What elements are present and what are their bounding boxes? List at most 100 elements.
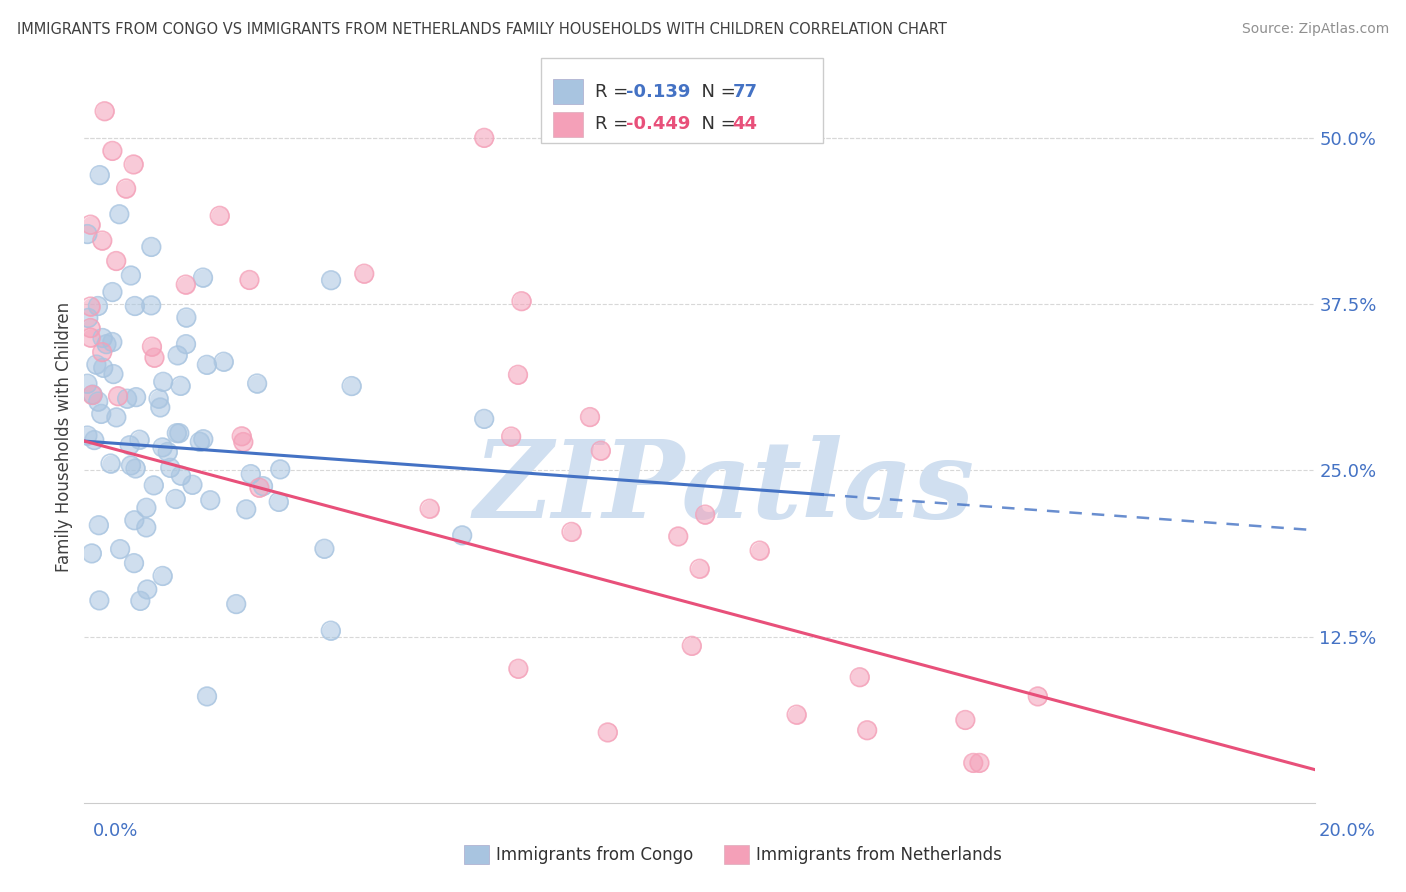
Point: [87, 394, 110, 409]
Point: [135, 500, 157, 515]
Point: [105, 410, 128, 425]
Point: [135, 520, 157, 534]
Point: [93, 104, 115, 119]
Point: [87, 394, 110, 409]
Point: [107, 389, 129, 403]
Point: [506, 368, 529, 382]
Point: [314, 541, 336, 556]
Point: [89, 593, 111, 607]
Point: [125, 390, 148, 404]
Point: [115, 181, 138, 195]
Point: [76, 227, 98, 241]
Point: [472, 412, 495, 426]
Point: [122, 556, 145, 570]
Point: [142, 478, 165, 492]
Text: N =: N =: [690, 115, 742, 133]
Point: [152, 375, 174, 389]
Point: [87, 299, 110, 313]
Point: [143, 351, 166, 365]
Point: [76, 227, 98, 241]
Point: [472, 131, 495, 145]
Point: [96, 337, 118, 351]
Text: R =: R =: [595, 83, 634, 101]
Point: [135, 520, 157, 534]
Point: [319, 273, 342, 287]
Point: [786, 707, 808, 722]
Point: [128, 433, 150, 447]
Point: [208, 209, 231, 223]
Point: [176, 310, 198, 325]
Point: [955, 713, 977, 727]
Point: [100, 457, 122, 471]
Point: [510, 294, 533, 309]
Point: [962, 756, 984, 770]
Point: [129, 594, 152, 608]
Point: [267, 495, 290, 509]
Point: [141, 298, 163, 312]
Point: [91, 345, 114, 359]
Point: [193, 432, 215, 446]
Point: [689, 562, 711, 576]
Point: [353, 267, 375, 281]
Point: [77, 310, 100, 325]
Point: [79, 321, 101, 335]
Point: [124, 461, 146, 475]
Point: [212, 355, 235, 369]
Point: [560, 524, 582, 539]
Point: [101, 334, 124, 349]
Point: [176, 310, 198, 325]
Point: [166, 348, 188, 362]
Point: [170, 468, 193, 483]
Point: [79, 330, 101, 344]
Point: [152, 569, 174, 583]
Point: [87, 299, 110, 313]
Point: [91, 360, 114, 375]
Point: [141, 240, 163, 254]
Point: [235, 502, 257, 516]
Point: [174, 277, 197, 292]
Point: [353, 267, 375, 281]
Point: [80, 546, 103, 560]
Point: [136, 582, 159, 597]
Point: [124, 299, 146, 313]
Point: [208, 209, 231, 223]
Point: [118, 438, 141, 452]
Point: [87, 518, 110, 533]
Point: [124, 299, 146, 313]
Point: [596, 725, 619, 739]
Point: [152, 375, 174, 389]
Point: [82, 387, 104, 401]
Point: [100, 457, 122, 471]
Point: [506, 368, 529, 382]
Text: Immigrants from Congo: Immigrants from Congo: [496, 846, 693, 863]
Point: [560, 524, 582, 539]
Point: [681, 639, 703, 653]
Point: [105, 254, 128, 268]
Point: [235, 502, 257, 516]
Point: [136, 582, 159, 597]
Point: [101, 285, 124, 299]
Point: [508, 662, 530, 676]
Point: [82, 388, 104, 402]
Point: [141, 298, 163, 312]
Point: [135, 500, 157, 515]
Point: [193, 432, 215, 446]
Point: [195, 690, 218, 704]
Point: [77, 310, 100, 325]
Point: [101, 285, 124, 299]
Point: [76, 428, 98, 442]
Point: [87, 518, 110, 533]
Point: [101, 334, 124, 349]
Point: [115, 181, 138, 195]
Point: [188, 434, 211, 449]
Point: [115, 392, 138, 406]
Point: [589, 443, 612, 458]
Point: [79, 218, 101, 232]
Text: N =: N =: [690, 83, 742, 101]
Point: [246, 376, 269, 391]
Point: [340, 379, 363, 393]
Point: [79, 300, 101, 314]
Point: [79, 330, 101, 344]
Point: [969, 756, 991, 770]
Point: [152, 441, 174, 455]
